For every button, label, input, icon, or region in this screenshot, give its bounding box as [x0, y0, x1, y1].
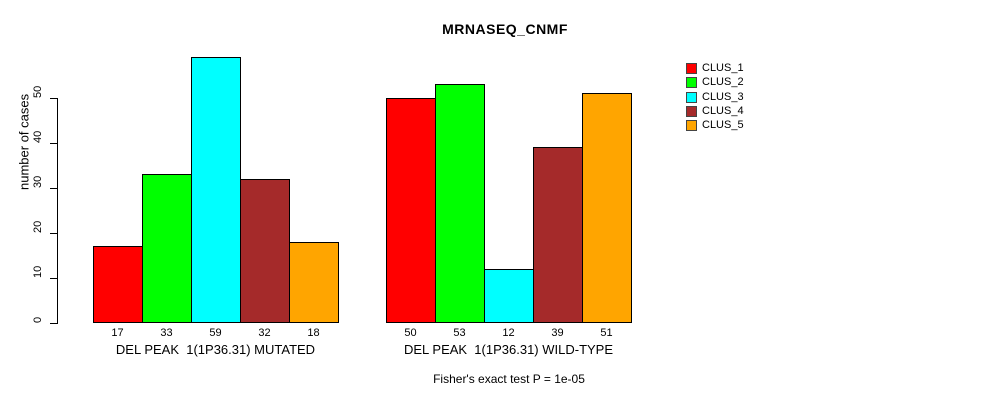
bar-value-label: 53 — [453, 327, 466, 339]
bar-clus_4-mutated — [240, 179, 290, 323]
bar-clus_5-mutated — [289, 242, 339, 323]
bar-clus_4-wildtype — [533, 147, 583, 323]
bar-value-label: 51 — [600, 327, 613, 339]
legend-swatch-clus_2 — [686, 77, 697, 89]
bar-value-label: 59 — [209, 327, 222, 339]
legend-label-clus_1: CLUS_1 — [702, 62, 744, 74]
chart-title: MRNASEQ_CNMF — [442, 21, 568, 37]
y-tick-mark — [50, 143, 57, 144]
bar-clus_2-wildtype — [435, 84, 485, 323]
bar-value-label: 17 — [111, 327, 124, 339]
bar-value-label: 12 — [502, 327, 515, 339]
legend-label-clus_5: CLUS_5 — [702, 119, 744, 132]
legend-swatch-clus_4 — [686, 105, 697, 117]
y-axis-line — [57, 98, 58, 324]
y-tick-mark — [50, 323, 57, 324]
legend-swatch-clus_5 — [686, 120, 697, 132]
bar-value-label: 50 — [404, 327, 417, 339]
bar-value-label: 32 — [258, 327, 271, 339]
bar-clus_1-mutated — [93, 246, 143, 323]
bar-value-label: 18 — [307, 327, 320, 339]
bar-clus_5-wildtype — [582, 93, 632, 323]
footnote-text: Fisher's exact test P = 1e-05 — [433, 372, 585, 386]
bar-clus_3-wildtype — [484, 269, 534, 323]
x-group-label: DEL PEAK 1(1P36.31) MUTATED — [115, 342, 316, 357]
x-group-label: DEL PEAK 1(1P36.31) WILD-TYPE — [403, 342, 614, 357]
bar-clus_2-mutated — [142, 174, 192, 323]
y-tick-mark — [50, 188, 57, 189]
y-tick-mark — [50, 278, 57, 279]
legend-label-clus_4: CLUS_4 — [702, 104, 744, 117]
y-tick-mark — [50, 98, 57, 99]
bar-value-label: 33 — [160, 327, 173, 339]
bar-clus_1-wildtype — [386, 98, 436, 323]
y-tick-mark — [50, 233, 57, 234]
bar-value-label: 39 — [551, 327, 564, 339]
legend-label-clus_2: CLUS_2 — [702, 76, 744, 89]
legend-label-clus_3: CLUS_3 — [702, 90, 744, 103]
bar-clus_3-mutated — [191, 57, 241, 323]
legend-swatch-clus_3 — [686, 91, 697, 103]
legend-swatch-clus_1 — [686, 63, 697, 74]
